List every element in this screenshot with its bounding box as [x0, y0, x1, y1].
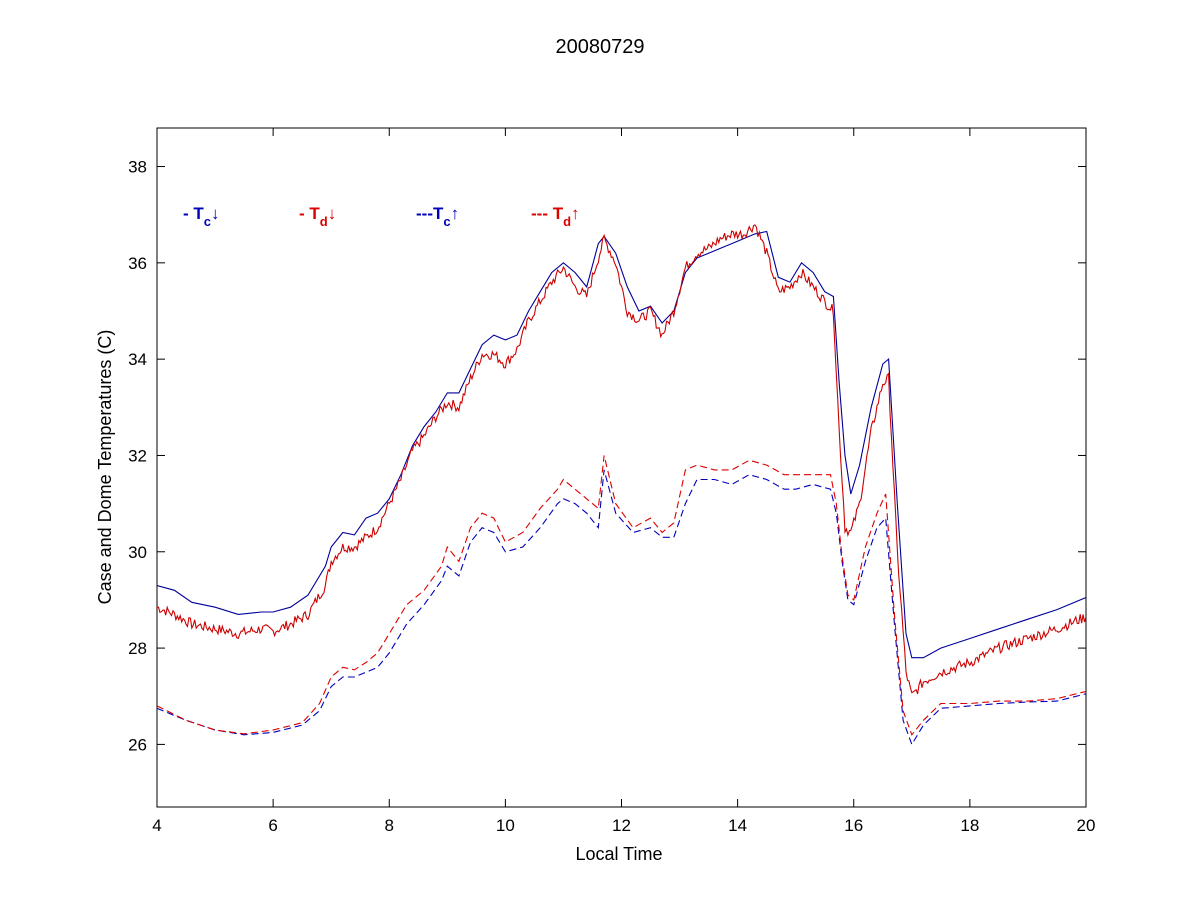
legend-prefix: --- T: [531, 204, 564, 223]
y-tick-label: 28: [128, 639, 147, 658]
legend-entry: - Tc↓: [183, 204, 220, 229]
x-axis-label: Local Time: [575, 844, 662, 864]
legend-entry: - Td↓: [299, 204, 336, 229]
plot-area: [156, 127, 1087, 808]
legend-arrow: ↓: [328, 204, 337, 223]
y-tick-label: 36: [128, 254, 147, 273]
series-line: [157, 230, 1086, 659]
series-line: [157, 455, 1086, 736]
legend-subscript: c: [204, 214, 211, 229]
legend-entry: --- Td↑: [531, 204, 580, 229]
x-tick-label: 20: [1077, 816, 1096, 835]
legend-subscript: d: [563, 214, 571, 229]
x-tick-label: 12: [612, 816, 631, 835]
series-layer: [157, 224, 1086, 746]
legend-subscript: c: [443, 214, 450, 229]
x-tick-label: 4: [152, 816, 161, 835]
y-tick-label: 38: [128, 158, 147, 177]
x-tick-label: 18: [960, 816, 979, 835]
x-tick-label: 8: [385, 816, 394, 835]
series-line: [157, 224, 1086, 695]
legend: - Tc↓ - Td↓ ---Tc↑ --- Td↑: [183, 204, 580, 229]
legend-arrow: ↓: [211, 204, 220, 223]
legend-entry: ---Tc↑: [416, 204, 459, 229]
x-tick-label: 16: [844, 816, 863, 835]
y-axis-label: Case and Dome Temperatures (C): [95, 330, 115, 605]
x-tick-label: 14: [728, 816, 747, 835]
y-axis: 26 28 30 32 34 36 38: [128, 158, 1086, 754]
legend-prefix: ---T: [416, 204, 444, 223]
y-tick-label: 30: [128, 543, 147, 562]
chart-title: 20080729: [556, 36, 645, 58]
x-tick-label: 6: [268, 816, 277, 835]
legend-prefix: - T: [183, 204, 204, 223]
x-tick-label: 10: [496, 816, 515, 835]
legend-arrow: ↑: [451, 204, 460, 223]
y-tick-label: 34: [128, 350, 147, 369]
y-tick-label: 26: [128, 735, 147, 754]
x-axis: 4 6 8 10 12 14 16 18 20: [152, 128, 1095, 835]
legend-prefix: - T: [299, 204, 320, 223]
legend-subscript: d: [320, 214, 328, 229]
legend-arrow: ↑: [571, 204, 580, 223]
y-tick-label: 32: [128, 446, 147, 465]
